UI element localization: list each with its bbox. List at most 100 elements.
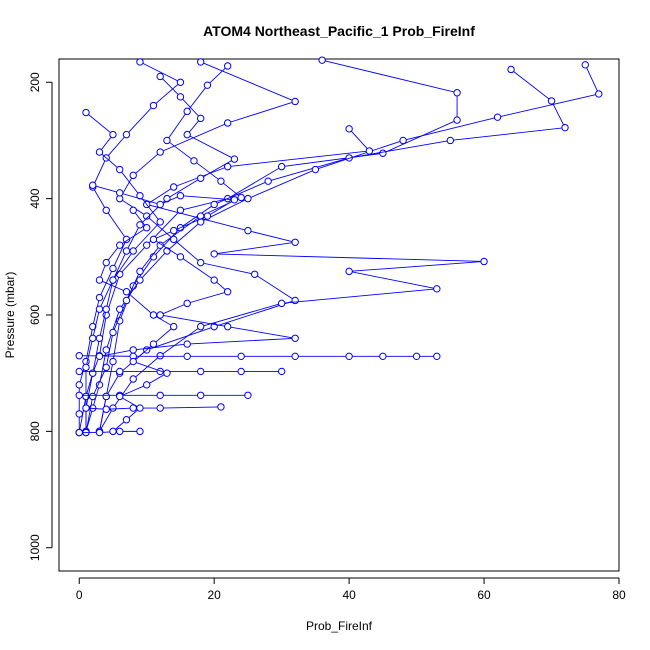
x-tick-label: 20 [208, 588, 222, 602]
x-axis-label: Prob_FireInf [306, 619, 373, 633]
data-point [203, 212, 212, 220]
data-point [156, 148, 164, 156]
data-point [75, 367, 83, 376]
data-point [129, 357, 137, 366]
data-point [156, 352, 164, 360]
x-tick-label: 40 [342, 588, 356, 602]
data-point [446, 136, 455, 145]
data-point [453, 116, 461, 124]
data-point [223, 322, 232, 331]
data-point [223, 162, 232, 171]
data-point [547, 97, 556, 105]
y-tick-label: 200 [28, 72, 42, 92]
data-point [561, 123, 569, 132]
data-point [453, 89, 461, 97]
data-point [82, 108, 90, 117]
data-point [156, 241, 164, 249]
data-point [203, 81, 212, 89]
data-point [183, 107, 191, 116]
data-point [109, 404, 117, 412]
data-point [163, 247, 171, 255]
y-axis-label: Pressure (mbar) [3, 272, 17, 359]
data-point [244, 226, 252, 235]
data-point [136, 427, 144, 436]
series-7 [82, 62, 245, 437]
data-point [196, 114, 205, 123]
data-point [122, 288, 131, 296]
data-point [291, 97, 299, 106]
series-layer [75, 56, 603, 437]
data-point [210, 250, 218, 258]
y-axis: 200 400 600 800 1000 [28, 72, 53, 561]
data-point [129, 375, 137, 383]
data-point [176, 78, 185, 86]
data-point [116, 427, 124, 436]
x-axis: 0 20 40 60 80 [76, 577, 626, 602]
data-point [169, 322, 178, 331]
data-point [433, 285, 441, 293]
data-point [223, 288, 232, 296]
data-point [136, 267, 144, 276]
data-point [143, 224, 151, 232]
data-point [244, 194, 252, 203]
data-point [95, 428, 104, 437]
data-point [75, 381, 83, 389]
data-point [82, 363, 90, 372]
data-point [196, 174, 205, 182]
data-point [291, 238, 299, 246]
data-point [223, 62, 232, 70]
data-point [89, 181, 97, 189]
data-point [95, 293, 104, 302]
data-point [149, 311, 158, 319]
series-15 [89, 181, 299, 361]
data-point [345, 267, 353, 276]
data-point [75, 410, 83, 418]
x-tick-label: 80 [612, 588, 626, 602]
series-line [85, 64, 600, 432]
data-point [109, 328, 117, 337]
data-point [129, 171, 137, 180]
data-point [95, 276, 104, 284]
data-point [143, 212, 151, 220]
data-point [217, 177, 225, 185]
data-point [412, 352, 421, 361]
chart-title: ATOM4 Northeast_Pacific_1 Prob_FireInf [203, 23, 475, 39]
data-point [82, 404, 90, 412]
data-point [75, 428, 83, 437]
data-point [102, 405, 110, 413]
y-tick-label: 600 [28, 305, 42, 325]
data-point [102, 206, 110, 214]
data-point [223, 119, 232, 127]
data-point [169, 226, 178, 235]
data-point [237, 193, 245, 202]
data-point [176, 253, 185, 261]
data-point [210, 276, 218, 284]
data-point [176, 93, 185, 101]
data-point [595, 90, 603, 98]
data-point [95, 305, 104, 313]
data-point [379, 352, 387, 361]
data-point [156, 391, 164, 399]
plot-frame [58, 58, 620, 572]
data-point [136, 221, 144, 229]
data-point [156, 72, 164, 81]
data-point [169, 235, 178, 244]
data-point [196, 258, 205, 267]
data-point [230, 155, 239, 163]
data-point [217, 403, 225, 411]
data-point [89, 369, 97, 377]
data-point [129, 206, 137, 214]
data-point [116, 165, 124, 174]
data-point [149, 340, 158, 348]
data-point [365, 147, 374, 155]
data-point [237, 367, 245, 376]
data-point [102, 392, 110, 401]
data-point [122, 416, 131, 424]
data-point [379, 149, 387, 157]
data-point [156, 404, 164, 412]
y-tick-label: 1000 [28, 534, 42, 561]
data-point [277, 299, 286, 308]
data-point [183, 340, 191, 348]
data-point [89, 392, 97, 401]
data-point [102, 305, 110, 313]
